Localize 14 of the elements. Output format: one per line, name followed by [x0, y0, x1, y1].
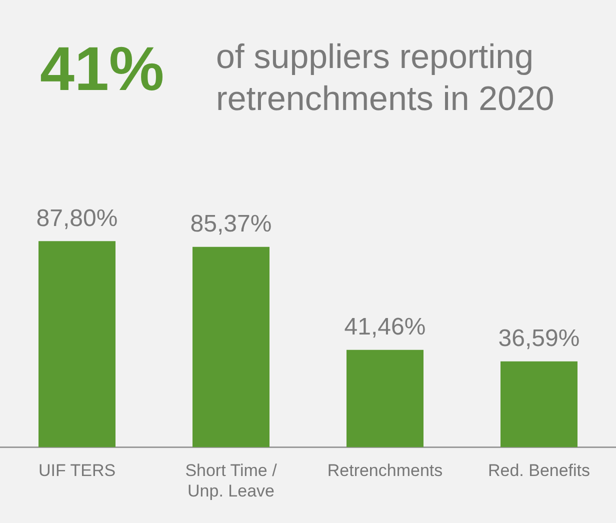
bar [192, 246, 270, 448]
x-tick-label: Retrenchments [327, 461, 443, 480]
bar [38, 241, 116, 448]
data-label: 36,59% [498, 324, 580, 352]
data-label: 41,46% [344, 314, 426, 341]
x-tick-label: Red. Benefits [488, 461, 590, 480]
chart-subtitle: of suppliers reporting retrenchments in 2020 [216, 37, 556, 120]
bar [346, 350, 424, 448]
data-label: 85,37% [190, 210, 272, 238]
chart-title: 41% [40, 34, 164, 105]
data-label: 87,80% [36, 204, 118, 232]
x-tick-label: Short Time / Unp. Leave [185, 461, 278, 500]
bar [500, 361, 578, 448]
x-tick-label: UIF TERS [38, 461, 116, 480]
